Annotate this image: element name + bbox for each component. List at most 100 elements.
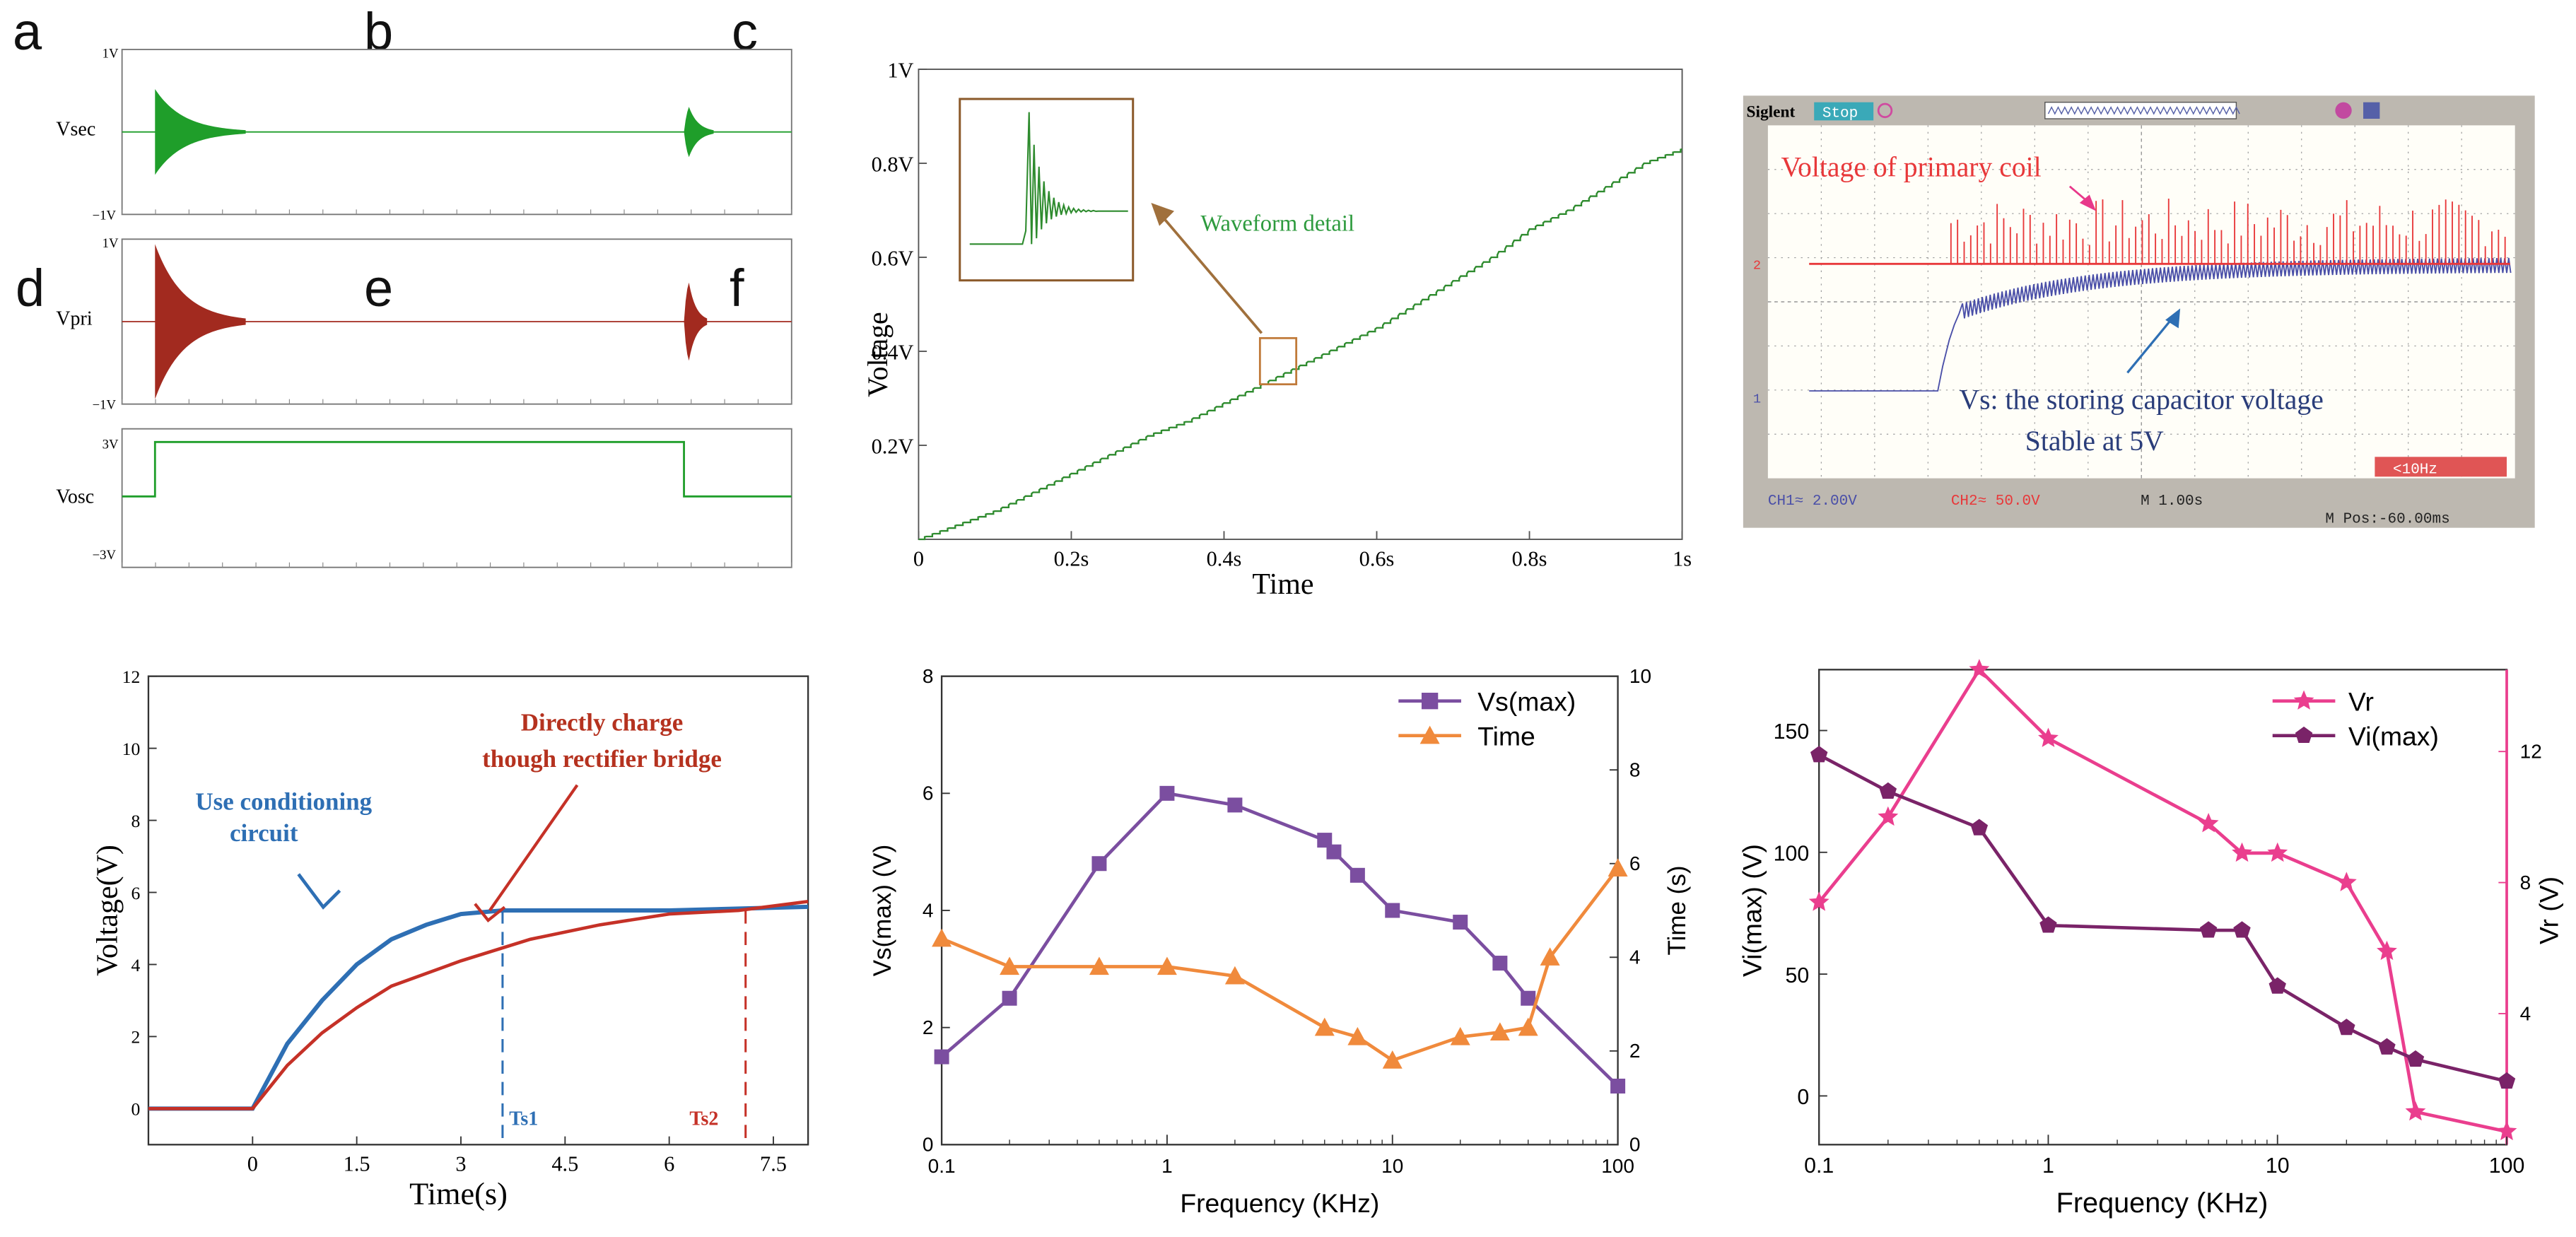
panel-f-vi-max--point [2039, 916, 2057, 933]
panel-e-vs-max--point [1159, 785, 1175, 801]
panel-e-time-point [1314, 1017, 1335, 1036]
panel-b-inset-frame [959, 98, 1135, 282]
panel-b-xtick-label: 0.4s [1207, 546, 1242, 570]
panel-e-time-point [1157, 956, 1177, 975]
panel-a-vsec-ymax: 1V [103, 47, 119, 61]
panel-e-legend-time: Time [1477, 722, 1535, 751]
panel-e-vs-max--point [1385, 903, 1400, 918]
panel-e-vs-max--point [934, 1049, 949, 1065]
panel-c-oscilloscope: Siglent Stop 2 1 Voltage of primary coil… [1743, 95, 2535, 528]
panel-b-voltage-series [918, 148, 1682, 541]
panel-f-vi-max--point [2378, 1038, 2396, 1055]
panel-label-b: b [364, 2, 394, 61]
panel-d-frame [147, 675, 809, 1146]
panel-a-vsec-label: Vsec [56, 118, 95, 140]
panel-d-ytick-label: 6 [131, 883, 140, 903]
panel-a-vsec-burst [684, 107, 714, 158]
panel-label-c: c [732, 2, 758, 61]
panel-d-xlabel: Time(s) [409, 1176, 508, 1211]
panel-e-ylabel-right: Time (s) [1663, 866, 1691, 956]
panel-e-vs-max--point [1091, 856, 1107, 872]
panel-f-legend-vr: Vr [2348, 687, 2374, 717]
panel-a-vpri-label: Vpri [56, 308, 93, 330]
panel-f-vi-max--point [2406, 1050, 2425, 1067]
panel-f-xtick-label: 0.1 [1804, 1154, 1834, 1178]
panel-e-time-point [1608, 858, 1628, 877]
panel-f-vi-max--point [2199, 921, 2218, 938]
panel-e-ytick-label: 4 [923, 899, 934, 921]
panel-e-ytick-right-label: 10 [1629, 665, 1651, 687]
panel-b-xtick-label: 0.8s [1512, 546, 1547, 570]
panel-e-vs-max--point [1002, 990, 1017, 1006]
panel-d-ytick-label: 2 [131, 1027, 140, 1048]
panel-a-vosc-trace [122, 440, 792, 498]
panel-a-vsec-burst [155, 89, 246, 175]
panel-f-vi-max--point [1810, 746, 1828, 763]
panel-c-status-badge [1814, 102, 1874, 121]
panel-label-d: d [16, 259, 45, 317]
panel-d-chart: 0 1.5 3 4.5 6 7.5 0 2 4 6 8 10 12 Voltage(V) Time(s)… [92, 667, 809, 1211]
panel-f-vi-max--point [2268, 977, 2286, 994]
panel-e-vs-max--point [1521, 990, 1536, 1006]
panel-b-xlabel: Time [1252, 568, 1313, 601]
panel-f-vi-max--point [1879, 782, 1897, 799]
panel-a-vpri-burst [684, 282, 708, 361]
panel-f-ylabel-right: Vr (V) [2534, 877, 2563, 944]
panel-d-annotation-blue-2: circuit [230, 819, 298, 847]
panel-e-vs-max--point [1610, 1079, 1626, 1094]
panel-d-ytick-label: 4 [131, 955, 140, 975]
panel-f-vi-max--line [1818, 753, 2507, 1084]
panel-d-xtick-label: 0 [247, 1152, 258, 1176]
panel-d-annotation-red-2: though rectifier bridge [482, 745, 722, 773]
panel-e-legend-time-marker [1419, 725, 1440, 744]
panel-f-vr-point [2405, 1101, 2426, 1121]
panel-d-ytick-label: 10 [122, 739, 141, 759]
panel-f-vr-point [1969, 659, 1990, 679]
panel-e-xtick-label: 1 [1161, 1155, 1173, 1177]
panel-b-ytick-label: 0.8V [872, 153, 914, 177]
panel-f-legend-vr-marker [2293, 690, 2314, 710]
panel-c-vs-annotation: Vs: the storing capacitor voltage [1959, 385, 2323, 416]
panel-d-ts2-label: Ts2 [689, 1108, 718, 1130]
panel-c-memory-bar [2044, 101, 2237, 119]
panel-c-ch2-scale: CH2≈ 50.0V [1951, 493, 2040, 510]
panel-c-vs-arrow [2126, 315, 2175, 374]
panel-b-ytick-label: 1V [887, 59, 913, 83]
panel-e-time-point [932, 928, 952, 947]
panel-b-zoom-box [1258, 336, 1298, 386]
panel-e-time-point [1089, 956, 1109, 975]
panel-e-vs-max--point [1453, 915, 1468, 930]
panel-a-vosc-ymax: 3V [103, 438, 119, 452]
panel-c-position: M Pos:-60.00ms [2325, 512, 2449, 528]
panel-f-vr-point [2377, 940, 2397, 961]
panel-e-vs-max--point [1350, 867, 1365, 883]
panel-c-primary-annotation: Voltage of primary coil [1781, 152, 2042, 183]
panel-c-ch1-marker: 1 [1753, 391, 1761, 406]
panel-e-ytick-right-label: 0 [1629, 1134, 1641, 1156]
panel-f-xtick-label: 100 [2489, 1154, 2525, 1178]
panel-d-ytick-label: 0 [131, 1099, 140, 1120]
panel-d-xtick-label: 1.5 [344, 1152, 370, 1176]
panel-e-xtick-label: 0.1 [928, 1155, 956, 1177]
panel-e-time-point [1000, 956, 1020, 975]
panel-b-xtick-label: 0.2s [1054, 546, 1089, 570]
panel-f-vi-max--point [1970, 819, 1989, 836]
panel-c-print-icon [2363, 102, 2380, 119]
panel-f-ytick-label: 0 [1797, 1086, 1809, 1109]
panel-c-status: Stop [1822, 106, 1858, 122]
panel-b-annotation-arrow [1157, 210, 1263, 334]
panel-c-usb-icon [2335, 102, 2352, 119]
panel-a-vosc-label: Vosc [56, 486, 94, 508]
panel-b-arrowhead [1151, 203, 1175, 226]
panel-b-ylabel: Voltage [862, 312, 894, 397]
panel-f-vr-point [1878, 806, 1899, 826]
panel-b-ytick-label: 0.2V [872, 435, 914, 459]
panel-e-xtick-label: 100 [1601, 1155, 1634, 1177]
panel-f-ytick-right-label: 4 [2520, 1002, 2531, 1024]
panel-f-xlabel: Frequency (KHz) [2056, 1188, 2268, 1219]
panel-f-vi-max--point [2338, 1019, 2355, 1036]
panel-b-xtick-label: 1s [1673, 546, 1692, 570]
panel-e-ytick-label: 8 [923, 665, 934, 687]
